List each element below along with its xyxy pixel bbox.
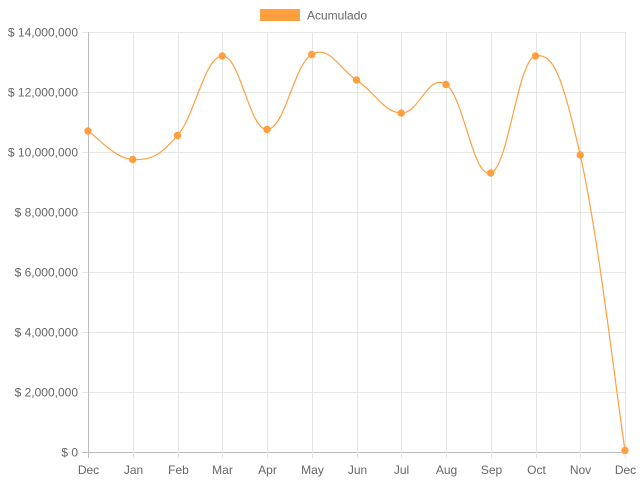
x-tick-label: Dec (615, 463, 636, 477)
series-acumulado (84, 50, 629, 455)
grid (82, 32, 626, 458)
data-point-jul-7[interactable] (397, 109, 405, 117)
x-tick-label: Dec (78, 463, 99, 477)
data-point-feb-2[interactable] (173, 131, 182, 140)
data-point-apr-4[interactable] (263, 125, 271, 134)
data-point-oct-10[interactable] (531, 52, 540, 60)
y-tick-label: $ 0 (61, 446, 78, 460)
series-line-acumulado (87, 51, 626, 451)
x-tick-label: Feb (168, 463, 189, 477)
y-tick-label: $ 14,000,000 (8, 26, 78, 40)
data-point-dec-12[interactable] (621, 446, 629, 455)
data-point-dec-0[interactable] (84, 127, 92, 135)
data-point-nov-11[interactable] (576, 151, 584, 159)
data-point-jun-6[interactable] (352, 76, 361, 84)
legend-swatch-acumulado[interactable] (260, 9, 300, 21)
y-axis-labels: $ 0 $ 2,000,000 $ 4,000,000 $ 6,000,000 $ 8,… (8, 26, 78, 460)
y-tick-label: $ 6,000,000 (15, 266, 79, 280)
y-tick-label: $ 10,000,000 (8, 146, 78, 160)
y-tick-label: $ 8,000,000 (15, 206, 79, 220)
x-axis-labels: Dec Jan Feb Mar Apr May Jun Jul Aug Sep Oct Nov Dec (78, 463, 636, 477)
x-tick-label: Jan (124, 463, 143, 477)
x-tick-label: May (301, 463, 324, 477)
data-point-sep-9[interactable] (487, 169, 495, 177)
legend-label-acumulado[interactable]: Acumulado (307, 9, 367, 23)
x-tick-label: Jun (348, 463, 367, 477)
data-point-jan-1[interactable] (129, 155, 137, 164)
x-tick-label: Apr (258, 463, 277, 477)
legend[interactable]: Acumulado (260, 9, 367, 23)
x-tick-label: Oct (527, 463, 546, 477)
y-tick-label: $ 2,000,000 (15, 386, 79, 400)
x-tick-label: Aug (436, 463, 457, 477)
y-tick-label: $ 4,000,000 (15, 326, 79, 340)
data-point-mar-3[interactable] (218, 52, 226, 60)
data-point-may-5[interactable] (308, 50, 316, 59)
x-tick-label: Sep (481, 463, 503, 477)
x-tick-label: Nov (570, 463, 591, 477)
data-point-aug-8[interactable] (442, 80, 450, 89)
x-tick-label: Mar (212, 463, 233, 477)
y-tick-label: $ 12,000,000 (8, 86, 78, 100)
x-tick-label: Jul (394, 463, 409, 477)
